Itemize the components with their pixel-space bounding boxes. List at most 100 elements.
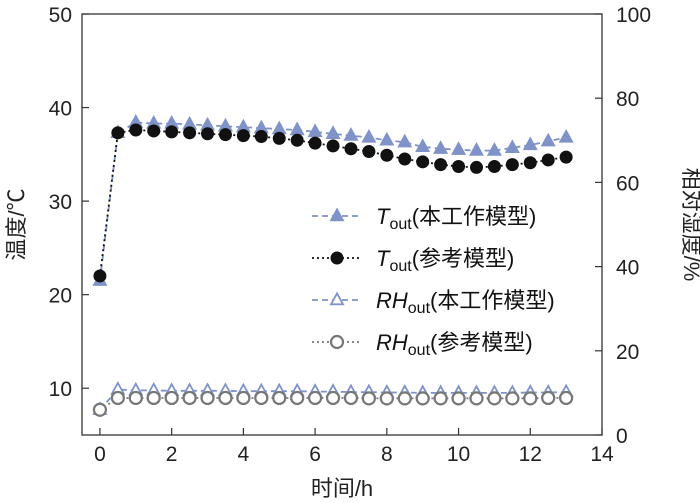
series-1-point — [522, 136, 538, 151]
legend-label-suffix: (参考模型) — [430, 330, 533, 355]
series-2-point — [254, 130, 268, 144]
series-4-point — [308, 390, 323, 406]
series-2-point — [93, 269, 107, 283]
series-4-point — [415, 391, 430, 406]
legend-label-main: RH — [376, 330, 408, 355]
series-4-point — [361, 391, 376, 406]
series-4-point — [272, 390, 287, 406]
series-2-point — [523, 156, 537, 170]
y-left-tick-label: 30 — [49, 191, 72, 214]
series-1-point — [415, 138, 431, 153]
x-tick-label: 10 — [447, 443, 470, 466]
series-2-point — [505, 158, 519, 172]
series-1-point — [433, 140, 449, 154]
legend-label-sub: out — [408, 342, 431, 359]
series-2-point — [308, 136, 322, 150]
legend-label: Tout(本工作模型) — [376, 204, 536, 233]
series-2-point — [416, 155, 430, 169]
plot-frame — [81, 13, 603, 436]
legend-label-sub: out — [389, 258, 412, 275]
series-1-point — [397, 133, 413, 148]
y-left-tick-label: 20 — [49, 285, 72, 308]
x-tick-label: 14 — [590, 443, 614, 466]
series-2-point — [236, 129, 250, 143]
series-1-point — [343, 127, 359, 141]
legend-marker — [329, 291, 345, 306]
y-right-axis-title: 相对湿度/% — [679, 168, 700, 282]
series-2-point — [469, 160, 483, 174]
legend-label-sub: out — [408, 300, 431, 317]
x-tick-label: 0 — [94, 443, 106, 466]
legend-label: RHout(参考模型) — [376, 330, 533, 359]
series-2-point — [165, 125, 179, 139]
series-4-point — [128, 390, 143, 406]
series-1-point — [486, 142, 502, 156]
series-4-point — [146, 390, 161, 406]
series-4-point — [505, 391, 520, 406]
x-axis-title: 时间/h — [311, 476, 373, 501]
series-1-point — [540, 132, 556, 147]
y-left-tick-label: 10 — [49, 378, 72, 401]
series-4-point — [451, 391, 466, 406]
legend-label-main: T — [376, 204, 391, 229]
y-left-tick-label: 40 — [49, 98, 72, 121]
legend-marker — [329, 334, 345, 350]
series-2-point — [541, 153, 555, 167]
y-right-tick-label: 40 — [616, 257, 639, 280]
series-2-point — [434, 158, 448, 172]
legend-marker — [330, 251, 344, 265]
series-2-point — [272, 131, 286, 145]
series-2-point — [290, 133, 304, 147]
series-2-point — [487, 159, 501, 173]
series-4-point — [541, 390, 556, 406]
legend-label-suffix: (参考模型) — [412, 246, 515, 271]
series-2-point — [344, 142, 358, 156]
series-4-point — [218, 390, 233, 406]
series-4-point — [290, 390, 305, 406]
series-2-point — [362, 145, 376, 159]
series-1-point — [468, 142, 485, 156]
axes: 0 2 4 6 8 10 12 14 10 20 30 40 50 0 20 40 60 80 100 — [49, 4, 651, 466]
x-tick-label: 12 — [519, 443, 542, 466]
series-4-point — [487, 391, 502, 406]
series-1-point — [307, 123, 323, 138]
series-4-point — [523, 391, 538, 406]
series-4-point — [110, 390, 125, 406]
legend-label: RHout(本工作模型) — [376, 288, 555, 317]
legend-label-suffix: (本工作模型) — [430, 288, 555, 313]
x-tick-label: 2 — [166, 443, 178, 466]
series-2-point — [326, 139, 340, 153]
y-left-axis-title: 温度/℃ — [4, 188, 29, 260]
legend-marker — [329, 207, 345, 222]
series-2-point — [559, 150, 573, 164]
y-right-tick-label: 60 — [616, 172, 639, 195]
legend-label-main: RH — [376, 288, 408, 313]
series-2-point — [183, 126, 197, 140]
series-markers — [92, 114, 574, 417]
series-4-point — [182, 390, 197, 406]
series-1-point — [271, 120, 287, 135]
series-4-point — [379, 391, 394, 406]
series-1-point — [361, 129, 377, 143]
y-left-tick-label: 50 — [49, 4, 72, 27]
series-4-point — [469, 391, 484, 406]
series-4-point — [92, 402, 108, 417]
series-1-point — [451, 141, 467, 155]
series-4-point — [164, 390, 179, 406]
series-4-point — [325, 390, 341, 406]
series-1-point — [325, 125, 341, 139]
series-2-point — [380, 148, 394, 162]
series-2-point — [452, 159, 466, 173]
series-4-point — [433, 391, 448, 406]
legend-label: Tout(参考模型) — [376, 246, 514, 275]
series-4-point — [236, 390, 251, 406]
series-1-point — [289, 121, 305, 136]
legend-label-suffix: (本工作模型) — [412, 204, 537, 229]
series-4-point — [397, 391, 412, 406]
x-tick-label: 4 — [238, 443, 250, 466]
series-1-point — [379, 131, 395, 146]
legend: Tout(本工作模型)Tout(参考模型)RHout(本工作模型)RHout(参… — [312, 204, 555, 359]
series-4-point — [559, 390, 574, 406]
series-1-point — [558, 129, 574, 143]
